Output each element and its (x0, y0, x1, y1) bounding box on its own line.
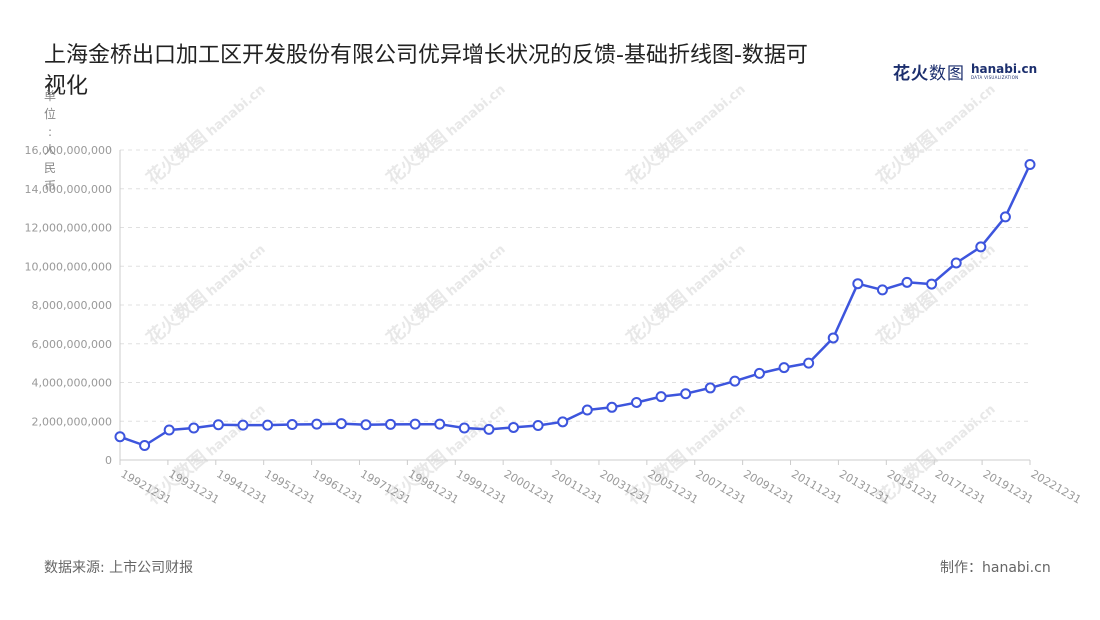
y-tick-label: 4,000,000,000 (32, 377, 112, 390)
x-tick-label: 20001231 (502, 467, 557, 506)
line-chart: 0 2,000,000,000 4,000,000,000 6,000,000,000… (25, 89, 1084, 507)
logo-cn-1: 花火 (893, 63, 929, 84)
logo-en-text: hanabi.cn (971, 61, 1038, 76)
data-point (999, 211, 1011, 223)
y-tick-label: 2,000,000,000 (32, 415, 112, 428)
y-tick-label: 12,000,000,000 (25, 222, 112, 235)
data-point (803, 357, 815, 369)
y-tick-label: 16,000,000,000 (25, 144, 112, 157)
data-point (680, 388, 692, 400)
data-point (975, 241, 987, 253)
data-point (434, 418, 446, 430)
data-point (139, 439, 151, 451)
data-point (704, 382, 716, 394)
data-point (926, 278, 938, 290)
data-point (483, 423, 495, 435)
x-tick-label: 20031231 (597, 467, 652, 506)
x-tick-label: 19931231 (166, 467, 221, 506)
y-axis-label-char: 位 (44, 106, 56, 121)
x-tick-label: 20111231 (789, 467, 844, 506)
data-point (335, 418, 347, 430)
x-tick-label: 19941231 (214, 467, 269, 506)
data-point (606, 401, 618, 413)
y-axis-label-char: : (48, 125, 52, 139)
data-point (827, 332, 839, 344)
y-tick-label: 14,000,000,000 (25, 183, 112, 196)
data-point (876, 284, 888, 296)
data-point (557, 416, 569, 428)
x-tick-label: 20191231 (981, 467, 1036, 506)
credit: 制作：hanabi.cn (940, 560, 1051, 576)
y-axis-label-char: 币 (44, 179, 56, 193)
logo-en: hanabi.cn DATA VISUALIZATION (971, 63, 1037, 80)
x-tick-label: 19921231 (119, 467, 174, 506)
y-tick-label: 10,000,000,000 (25, 260, 112, 273)
data-point (630, 396, 642, 408)
data-point (508, 421, 520, 433)
data-point (729, 375, 741, 387)
logo: 花火数图 hanabi.cn DATA VISUALIZATION (893, 59, 1037, 84)
data-point (237, 419, 249, 431)
data-point (286, 419, 298, 431)
data-point (655, 391, 667, 403)
data-point (311, 418, 323, 430)
x-tick-label: 19971231 (358, 467, 413, 506)
data-point (163, 424, 175, 436)
data-point (532, 420, 544, 432)
data-point (360, 419, 372, 431)
x-tick-label: 19981231 (406, 467, 461, 506)
y-axis-label-char: 单 (44, 89, 56, 103)
data-point (409, 418, 421, 430)
x-tick-label: 20171231 (933, 467, 988, 506)
data-point (212, 419, 224, 431)
y-tick-label: 0 (105, 454, 112, 467)
data-source: 数据来源: 上市公司财报 (44, 560, 194, 576)
x-tick-label: 19961231 (310, 467, 365, 506)
x-tick-label: 19991231 (454, 467, 509, 506)
logo-cn-2: 数图 (929, 63, 965, 84)
x-tick-label: 19951231 (262, 467, 317, 506)
data-point (950, 257, 962, 269)
data-point (778, 362, 790, 374)
x-tick-label: 20071231 (693, 467, 748, 506)
x-tick-label: 20091231 (741, 467, 796, 506)
x-tick-label: 20051231 (645, 467, 700, 506)
data-point (114, 431, 126, 443)
y-tick-label: 8,000,000,000 (32, 299, 112, 312)
logo-sub-text: DATA VISUALIZATION (971, 74, 1019, 80)
data-point (852, 278, 864, 290)
data-point (753, 367, 765, 379)
x-tick-label: 20221231 (1029, 467, 1084, 506)
data-point (901, 276, 913, 288)
page-title: 上海金桥出口加工区开发股份有限公司优异增长状况的反馈-基础折线图-数据可视化 (44, 43, 808, 99)
data-point (262, 419, 274, 431)
y-tick-label: 6,000,000,000 (32, 338, 112, 351)
logo-cn: 花火数图 (893, 59, 965, 84)
x-tick-label: 20151231 (885, 467, 940, 506)
data-point (581, 404, 593, 416)
data-point (385, 418, 397, 430)
y-axis-label-char: 民 (44, 161, 56, 175)
y-axis-label-char: 人 (44, 143, 56, 157)
x-tick-label: 20011231 (550, 467, 605, 506)
data-point (1024, 159, 1036, 171)
x-tick-label: 20131231 (837, 467, 892, 506)
data-point (458, 422, 470, 434)
data-point (188, 422, 200, 434)
